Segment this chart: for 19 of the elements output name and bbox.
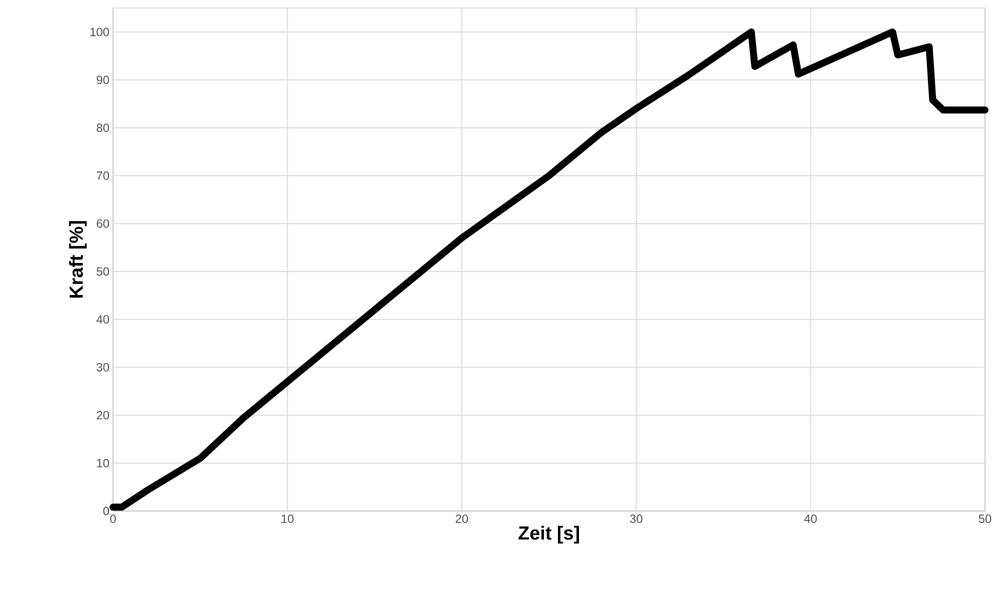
x-tick-label: 30 (630, 514, 642, 523)
y-tick-label: 80 (96, 124, 110, 132)
x-tick-label: 20 (456, 514, 468, 523)
x-tick-label: 0 (110, 514, 116, 523)
y-tick-label: 40 (96, 315, 110, 324)
x-tick-label: 40 (804, 514, 817, 523)
y-axis-title: Kraft [%] (69, 221, 87, 298)
y-tick-label: 10 (97, 458, 110, 468)
y-tick-label: 100 (90, 28, 110, 36)
y-tick-label: 90 (96, 76, 110, 84)
y-tick-label: 60 (96, 219, 110, 228)
y-tick-label: 20 (96, 410, 110, 420)
y-tick-label: 0 (103, 506, 110, 516)
x-tick-label: 50 (978, 514, 992, 523)
x-axis-title: Zeit [s] (518, 526, 579, 544)
y-tick-label: 30 (96, 363, 110, 372)
y-tick-label: 50 (96, 267, 110, 276)
x-tick-label: 10 (282, 514, 294, 523)
y-tick-label: 70 (96, 171, 110, 180)
